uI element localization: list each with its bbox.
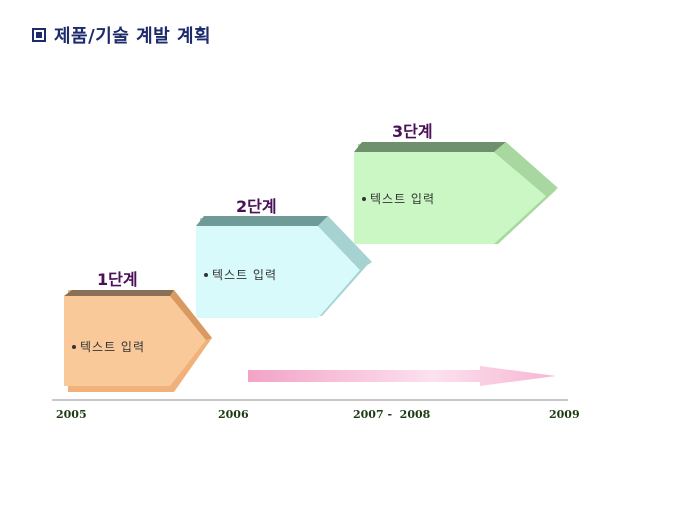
step-3-text: 텍스트 입력 — [370, 192, 436, 206]
step-2-text: 텍스트 입력 — [212, 268, 278, 282]
step-1-label: 1단계 — [97, 270, 138, 289]
bullet-dot-icon — [362, 196, 366, 201]
year-label-2007-2008: 2007 - 2008 — [353, 408, 431, 421]
timeline-arrow — [248, 366, 556, 386]
step-2-label: 2단계 — [236, 197, 277, 216]
step-1-shape — [64, 290, 212, 392]
year-label-2005: 2005 — [56, 408, 87, 421]
bullet-dot-icon — [204, 272, 208, 277]
step-1-bullet: 텍스트 입력 — [72, 338, 145, 355]
step-2-bullet: 텍스트 입력 — [204, 266, 277, 283]
step-2-shape — [196, 216, 372, 318]
step-3-shape — [354, 142, 558, 244]
step-1-text: 텍스트 입력 — [80, 340, 146, 354]
step-3-label: 3단계 — [392, 122, 433, 141]
page-title: 제품/기술 계발 계획 — [54, 26, 212, 47]
bullet-dot-icon — [72, 344, 76, 349]
year-label-2009: 2009 — [549, 408, 580, 421]
page-title-group: 제품/기술 계발 계획 — [32, 22, 211, 48]
step-3-bullet: 텍스트 입력 — [362, 190, 435, 207]
year-label-2006: 2006 — [218, 408, 249, 421]
square-bullet-icon — [32, 28, 46, 42]
